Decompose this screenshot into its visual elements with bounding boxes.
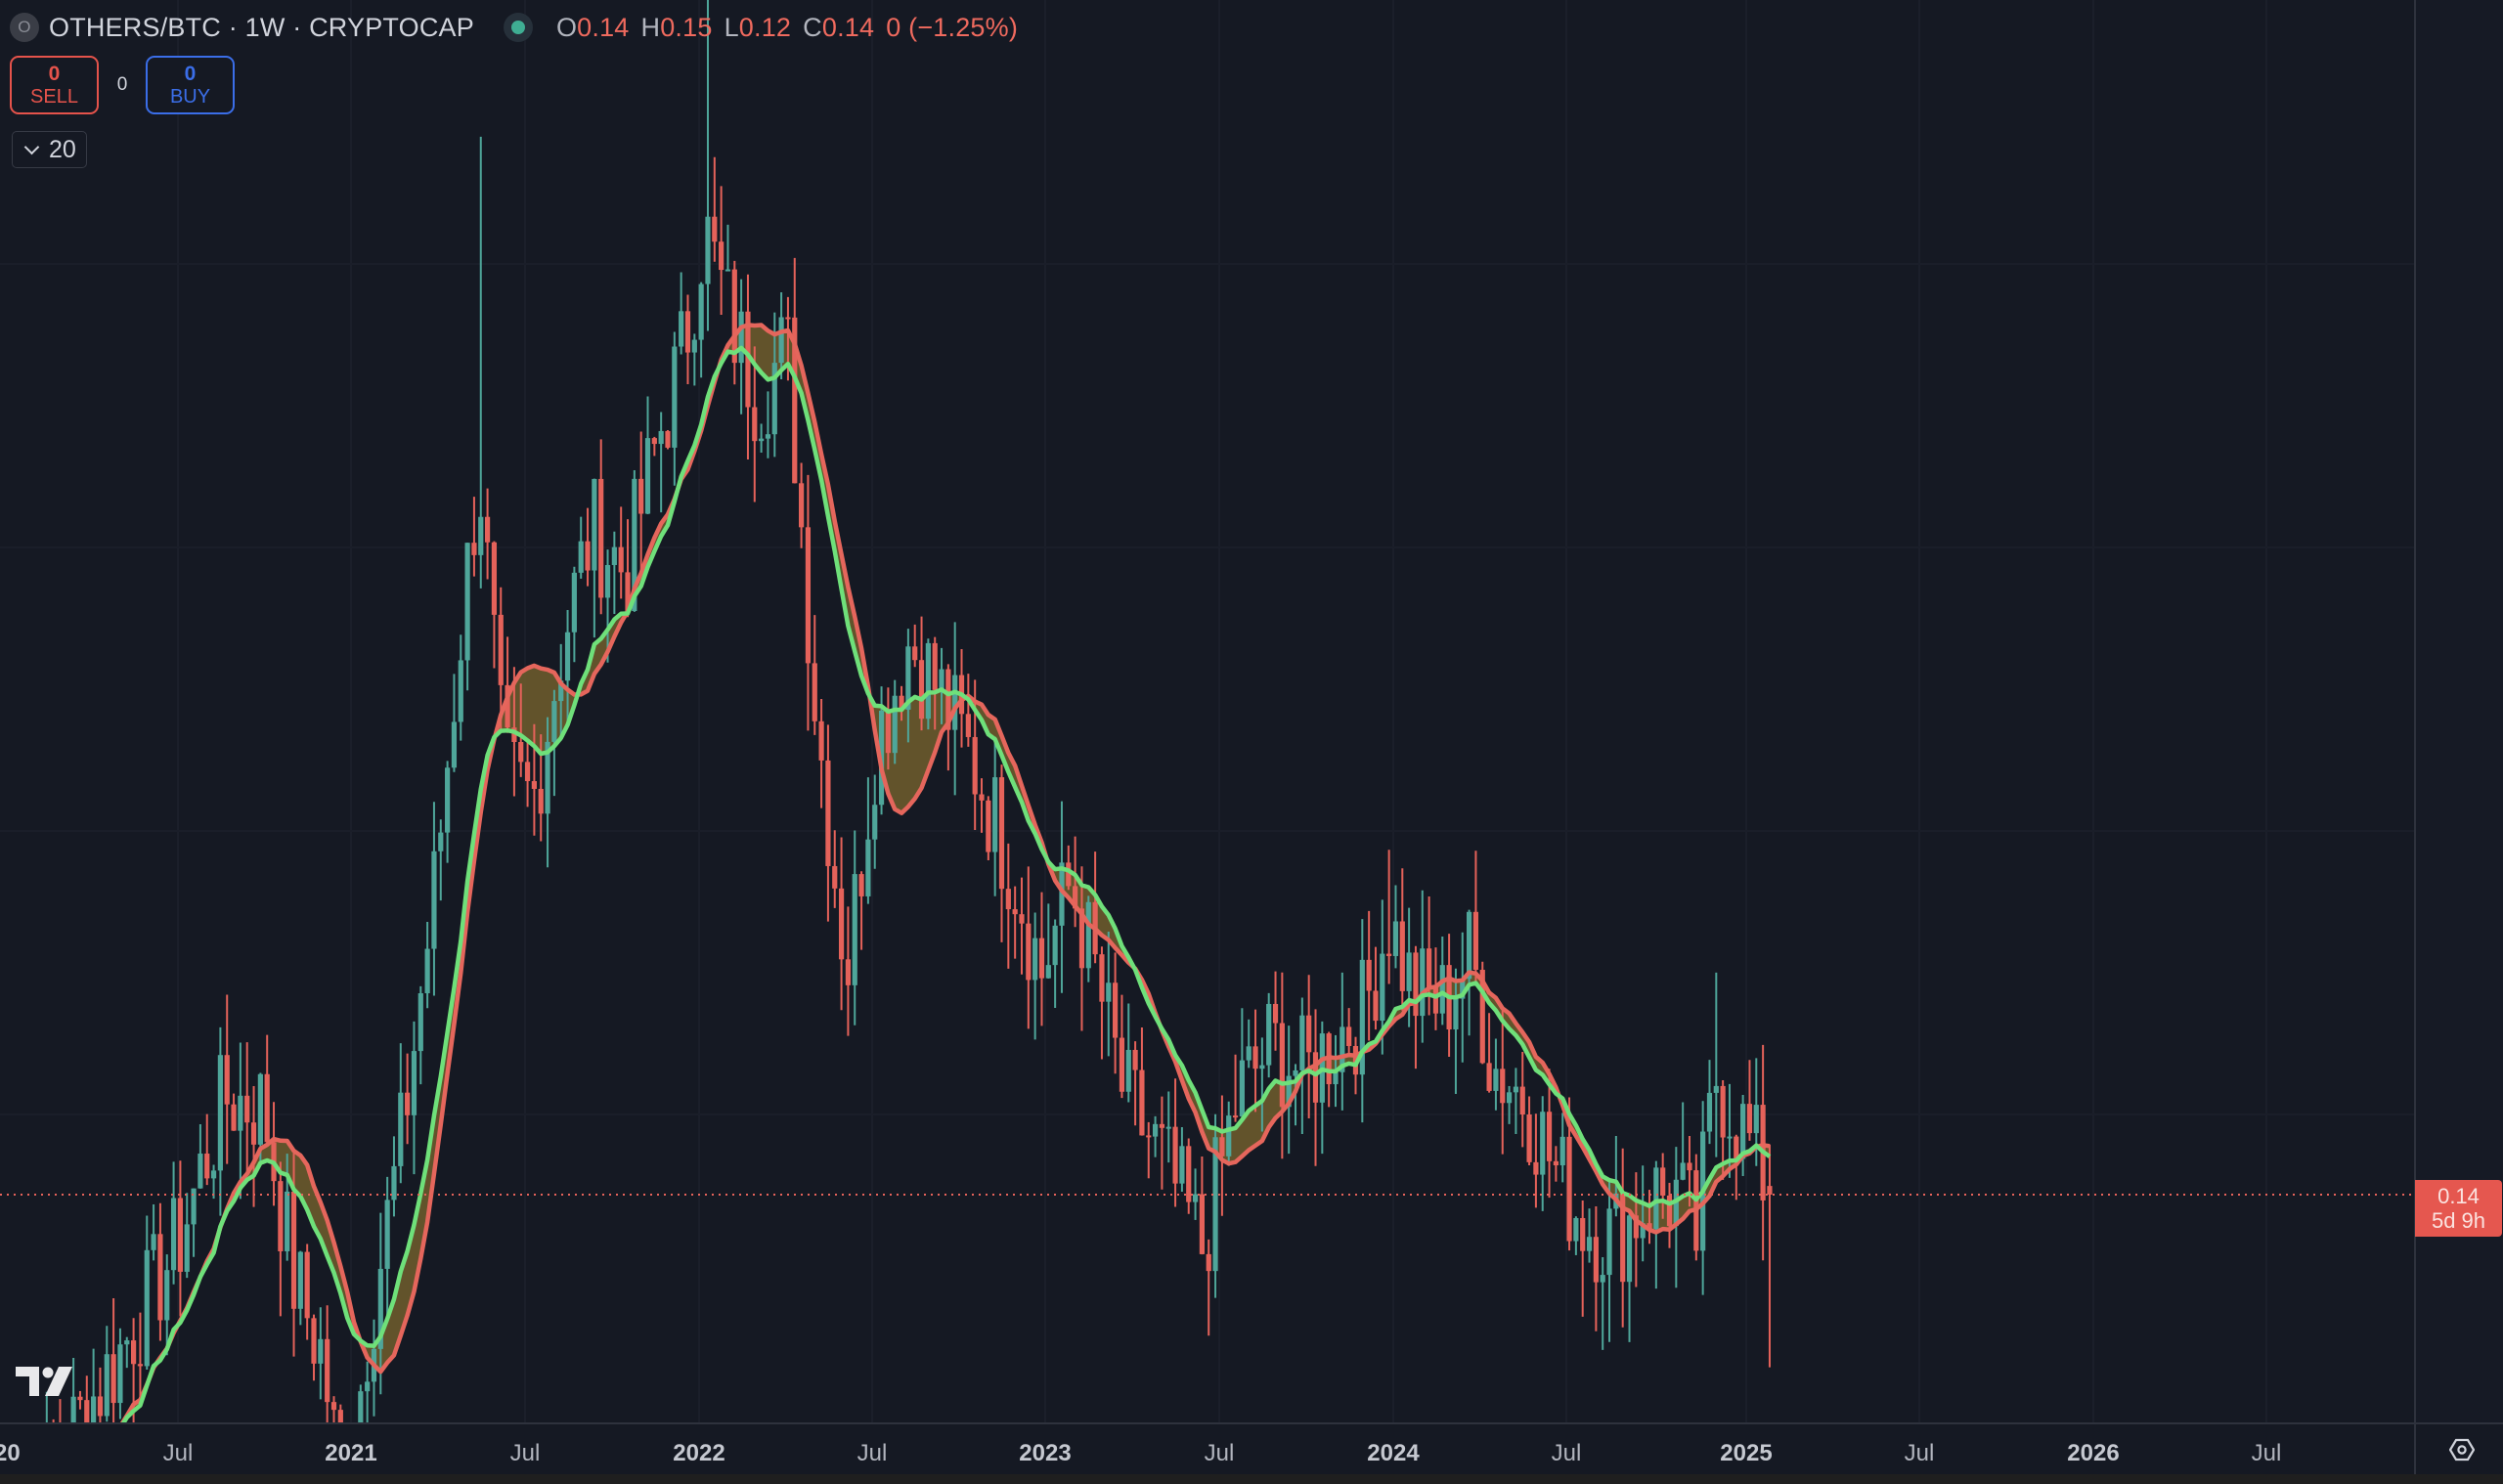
time-axis[interactable]: 2020 Jul 2021 Jul 2022 Jul 2023 Jul 2024 Jul 2025 J…: [0, 1422, 2503, 1476]
bar-countdown: 5d 9h: [2431, 1208, 2486, 1233]
trade-panel: 0 SELL 0 0 BUY: [10, 56, 235, 114]
time-axis-label: 2022: [673, 1440, 725, 1466]
buy-button[interactable]: 0 BUY: [146, 56, 235, 114]
current-price-tag: 0.14 5d 9h: [2415, 1180, 2502, 1237]
ma-band-fill: [122, 325, 1770, 1422]
indicators-count: 20: [49, 135, 76, 163]
ohlc-open: O0.14: [555, 12, 630, 42]
current-price-value: 0.14: [2437, 1184, 2480, 1208]
buy-label: BUY: [169, 86, 211, 108]
ohlc-close: C0.14: [803, 12, 875, 42]
indicators-toggle-button[interactable]: 20: [12, 131, 87, 168]
tradingview-logo-icon[interactable]: [16, 1367, 72, 1398]
time-axis-label: 2020: [0, 1440, 21, 1466]
price-chart[interactable]: [0, 0, 2414, 1422]
time-axis-label: Jul: [1551, 1440, 1582, 1466]
ohlc-high: H0.15: [640, 12, 713, 42]
symbol-legend: O OTHERS/BTC · 1W · CRYPTOCAP O0.14 H0.1…: [10, 8, 1018, 47]
time-axis-label: 2024: [1367, 1440, 1420, 1466]
time-axis-label: 2026: [2067, 1440, 2120, 1466]
ohlc-values: O0.14 H0.15 L0.12 C0.14 0 (−1.25%): [556, 13, 1018, 43]
symbol-logo-icon: O: [10, 13, 39, 42]
time-axis-label: 2025: [1720, 1440, 1773, 1466]
price-change: 0 (−1.25%): [886, 12, 1019, 42]
ma-fast-line: [121, 345, 1772, 1422]
time-axis-label: Jul: [1904, 1440, 1935, 1466]
axis-corner: [2414, 1422, 2503, 1474]
time-axis-label: Jul: [509, 1440, 541, 1466]
chart-settings-icon[interactable]: [2449, 1438, 2475, 1462]
time-axis-label: 2023: [1019, 1440, 1072, 1466]
sell-button[interactable]: 0 SELL: [10, 56, 99, 114]
sell-label: SELL: [30, 86, 78, 108]
ohlc-low: L0.12: [724, 12, 792, 42]
buy-price: 0: [184, 63, 197, 85]
time-axis-label: 2021: [325, 1440, 377, 1466]
time-axis-label: Jul: [162, 1440, 194, 1466]
time-axis-label: Jul: [1204, 1440, 1235, 1466]
spread-value: 0: [116, 74, 128, 95]
bottom-bar: [0, 1474, 2503, 1484]
time-axis-label: Jul: [856, 1440, 888, 1466]
ma-slow-line: [119, 323, 1771, 1422]
chart-grid: [0, 0, 2414, 1422]
time-axis-label: Jul: [2251, 1440, 2282, 1466]
chevron-down-icon: [23, 139, 40, 154]
sell-price: 0: [48, 63, 61, 85]
market-status-icon[interactable]: [503, 13, 533, 42]
symbol-title[interactable]: OTHERS/BTC · 1W · CRYPTOCAP: [49, 12, 474, 42]
